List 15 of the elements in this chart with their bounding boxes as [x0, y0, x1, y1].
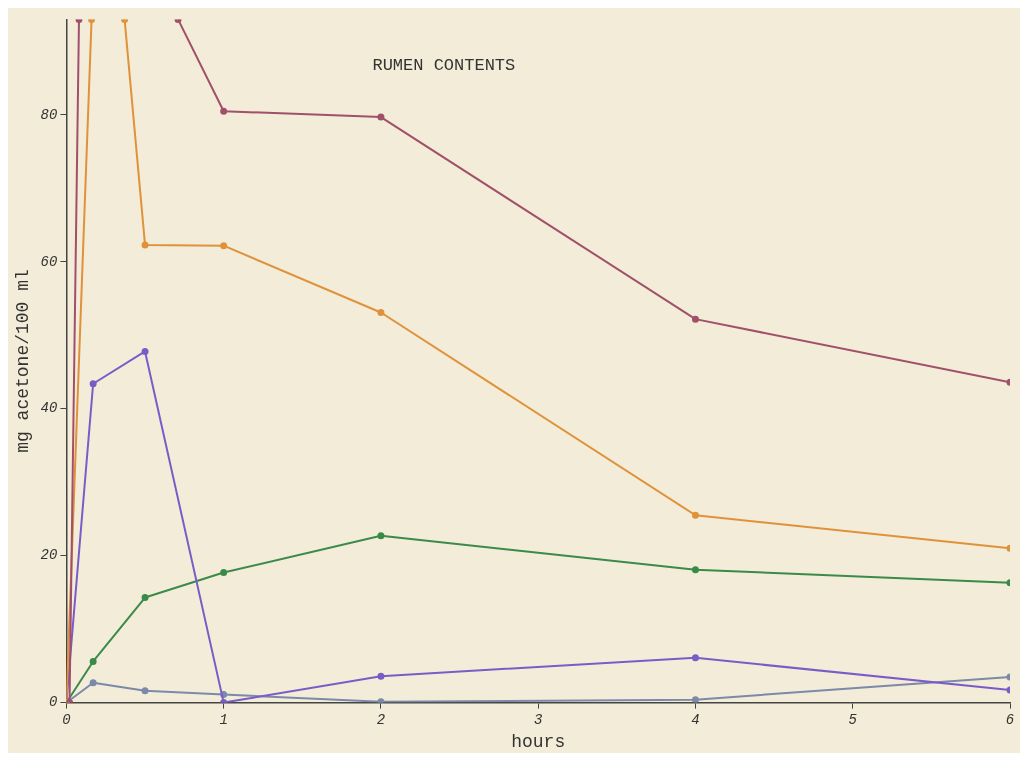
y-tick-label: 40: [40, 400, 58, 417]
y-tick-label: 0: [49, 694, 58, 711]
x-tick-label: 4: [691, 711, 700, 728]
y-tick-label: 60: [40, 253, 58, 270]
y-tick-label: 80: [40, 106, 58, 123]
x-tick-label: 1: [219, 711, 228, 728]
x-tick-label: 5: [848, 711, 858, 728]
x-tick-label: 0: [62, 711, 71, 728]
text: RUMEN CONTENTS: [372, 56, 516, 76]
x-tick-label: 3: [534, 711, 543, 728]
y-tick-label: 20: [40, 547, 58, 564]
x-tick-label: 2: [376, 711, 386, 728]
x-axis-title: hours: [511, 731, 566, 752]
y-axis-title: mg acetone/100 ml: [12, 269, 33, 453]
x-tick-label: 6: [1005, 711, 1015, 728]
